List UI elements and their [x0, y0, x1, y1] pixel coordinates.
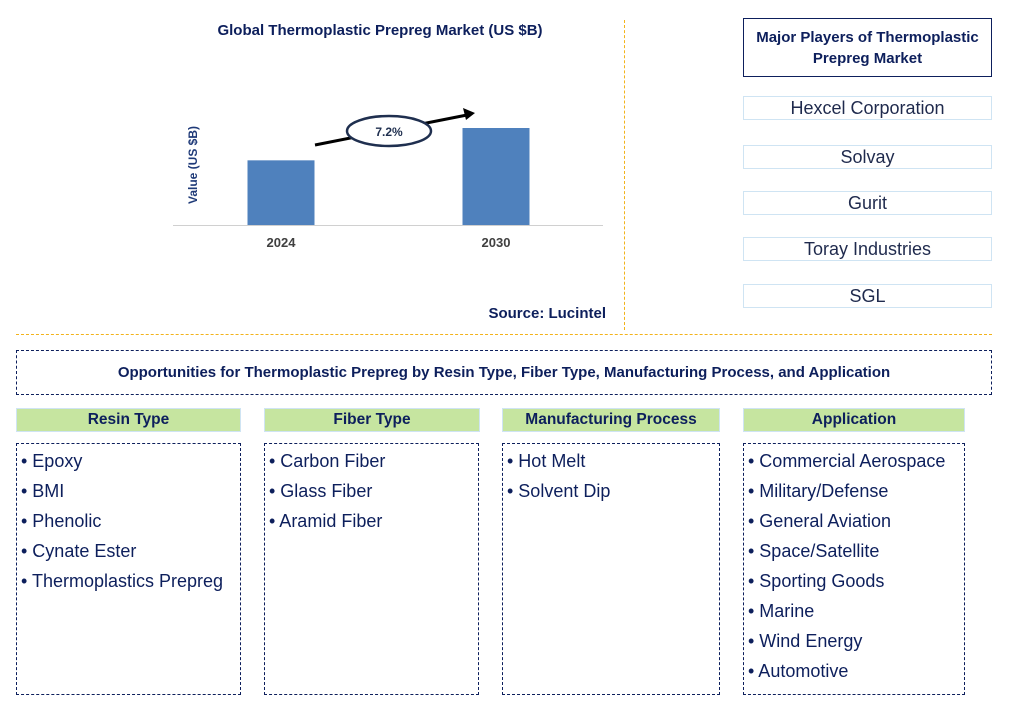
list-item: • Commercial Aerospace — [748, 451, 946, 471]
list-item: • General Aviation — [748, 511, 892, 531]
list-item: • Carbon Fiber — [269, 451, 386, 471]
chart-title: Global Thermoplastic Prepreg Market (US … — [217, 22, 543, 39]
list-item: • Space/Satellite — [748, 541, 880, 561]
bar-chart: 2024 2030 7.2% — [173, 108, 603, 250]
opportunities-title: Opportunities for Thermoplastic Prepreg … — [16, 350, 992, 395]
source-label: Source: Lucintel — [488, 305, 606, 322]
player-item: SGL — [743, 284, 992, 308]
cagr-ellipse — [345, 114, 433, 148]
list-item: • Phenolic — [21, 511, 102, 531]
fiber-type-list: • Carbon Fiber • Glass Fiber • Aramid Fi… — [264, 443, 479, 695]
list-item: • Wind Energy — [748, 631, 863, 651]
list-item: • Cynate Ester — [21, 541, 137, 561]
list-item: • Marine — [748, 601, 815, 621]
list-item: • Sporting Goods — [748, 571, 885, 591]
player-item: Solvay — [743, 145, 992, 169]
cagr-label: 7.2% — [375, 125, 403, 139]
list-item: • Automotive — [748, 661, 849, 681]
list-item: • Hot Melt — [507, 451, 586, 471]
list-item: • BMI — [21, 481, 65, 501]
resin-type-list: • Epoxy • BMI • Phenolic • Cynate Ester … — [16, 443, 241, 695]
list-item: • Epoxy — [21, 451, 83, 471]
vertical-divider — [624, 20, 625, 330]
category-manufacturing-process: Manufacturing Process — [502, 408, 720, 432]
x-tick-label: 2030 — [482, 235, 511, 250]
category-resin-type: Resin Type — [16, 408, 241, 432]
bar-2024 — [247, 160, 315, 225]
player-item: Hexcel Corporation — [743, 96, 992, 120]
horizontal-divider — [16, 334, 992, 335]
list-item: • Thermoplastics Prepreg — [21, 571, 224, 591]
bar-2030 — [462, 128, 530, 225]
player-item: Gurit — [743, 191, 992, 215]
category-application: Application — [743, 408, 965, 432]
list-item: • Solvent Dip — [507, 481, 611, 501]
x-tick-label: 2024 — [267, 235, 297, 250]
list-item: • Military/Defense — [748, 481, 889, 501]
manufacturing-process-list: • Hot Melt • Solvent Dip — [502, 443, 720, 695]
player-item: Toray Industries — [743, 237, 992, 261]
list-item: • Aramid Fiber — [269, 511, 383, 531]
category-fiber-type: Fiber Type — [264, 408, 480, 432]
list-item: • Glass Fiber — [269, 481, 373, 501]
players-title: Major Players of Thermoplastic Prepreg M… — [743, 18, 992, 77]
application-list: • Commercial Aerospace • Military/Defens… — [743, 443, 965, 695]
